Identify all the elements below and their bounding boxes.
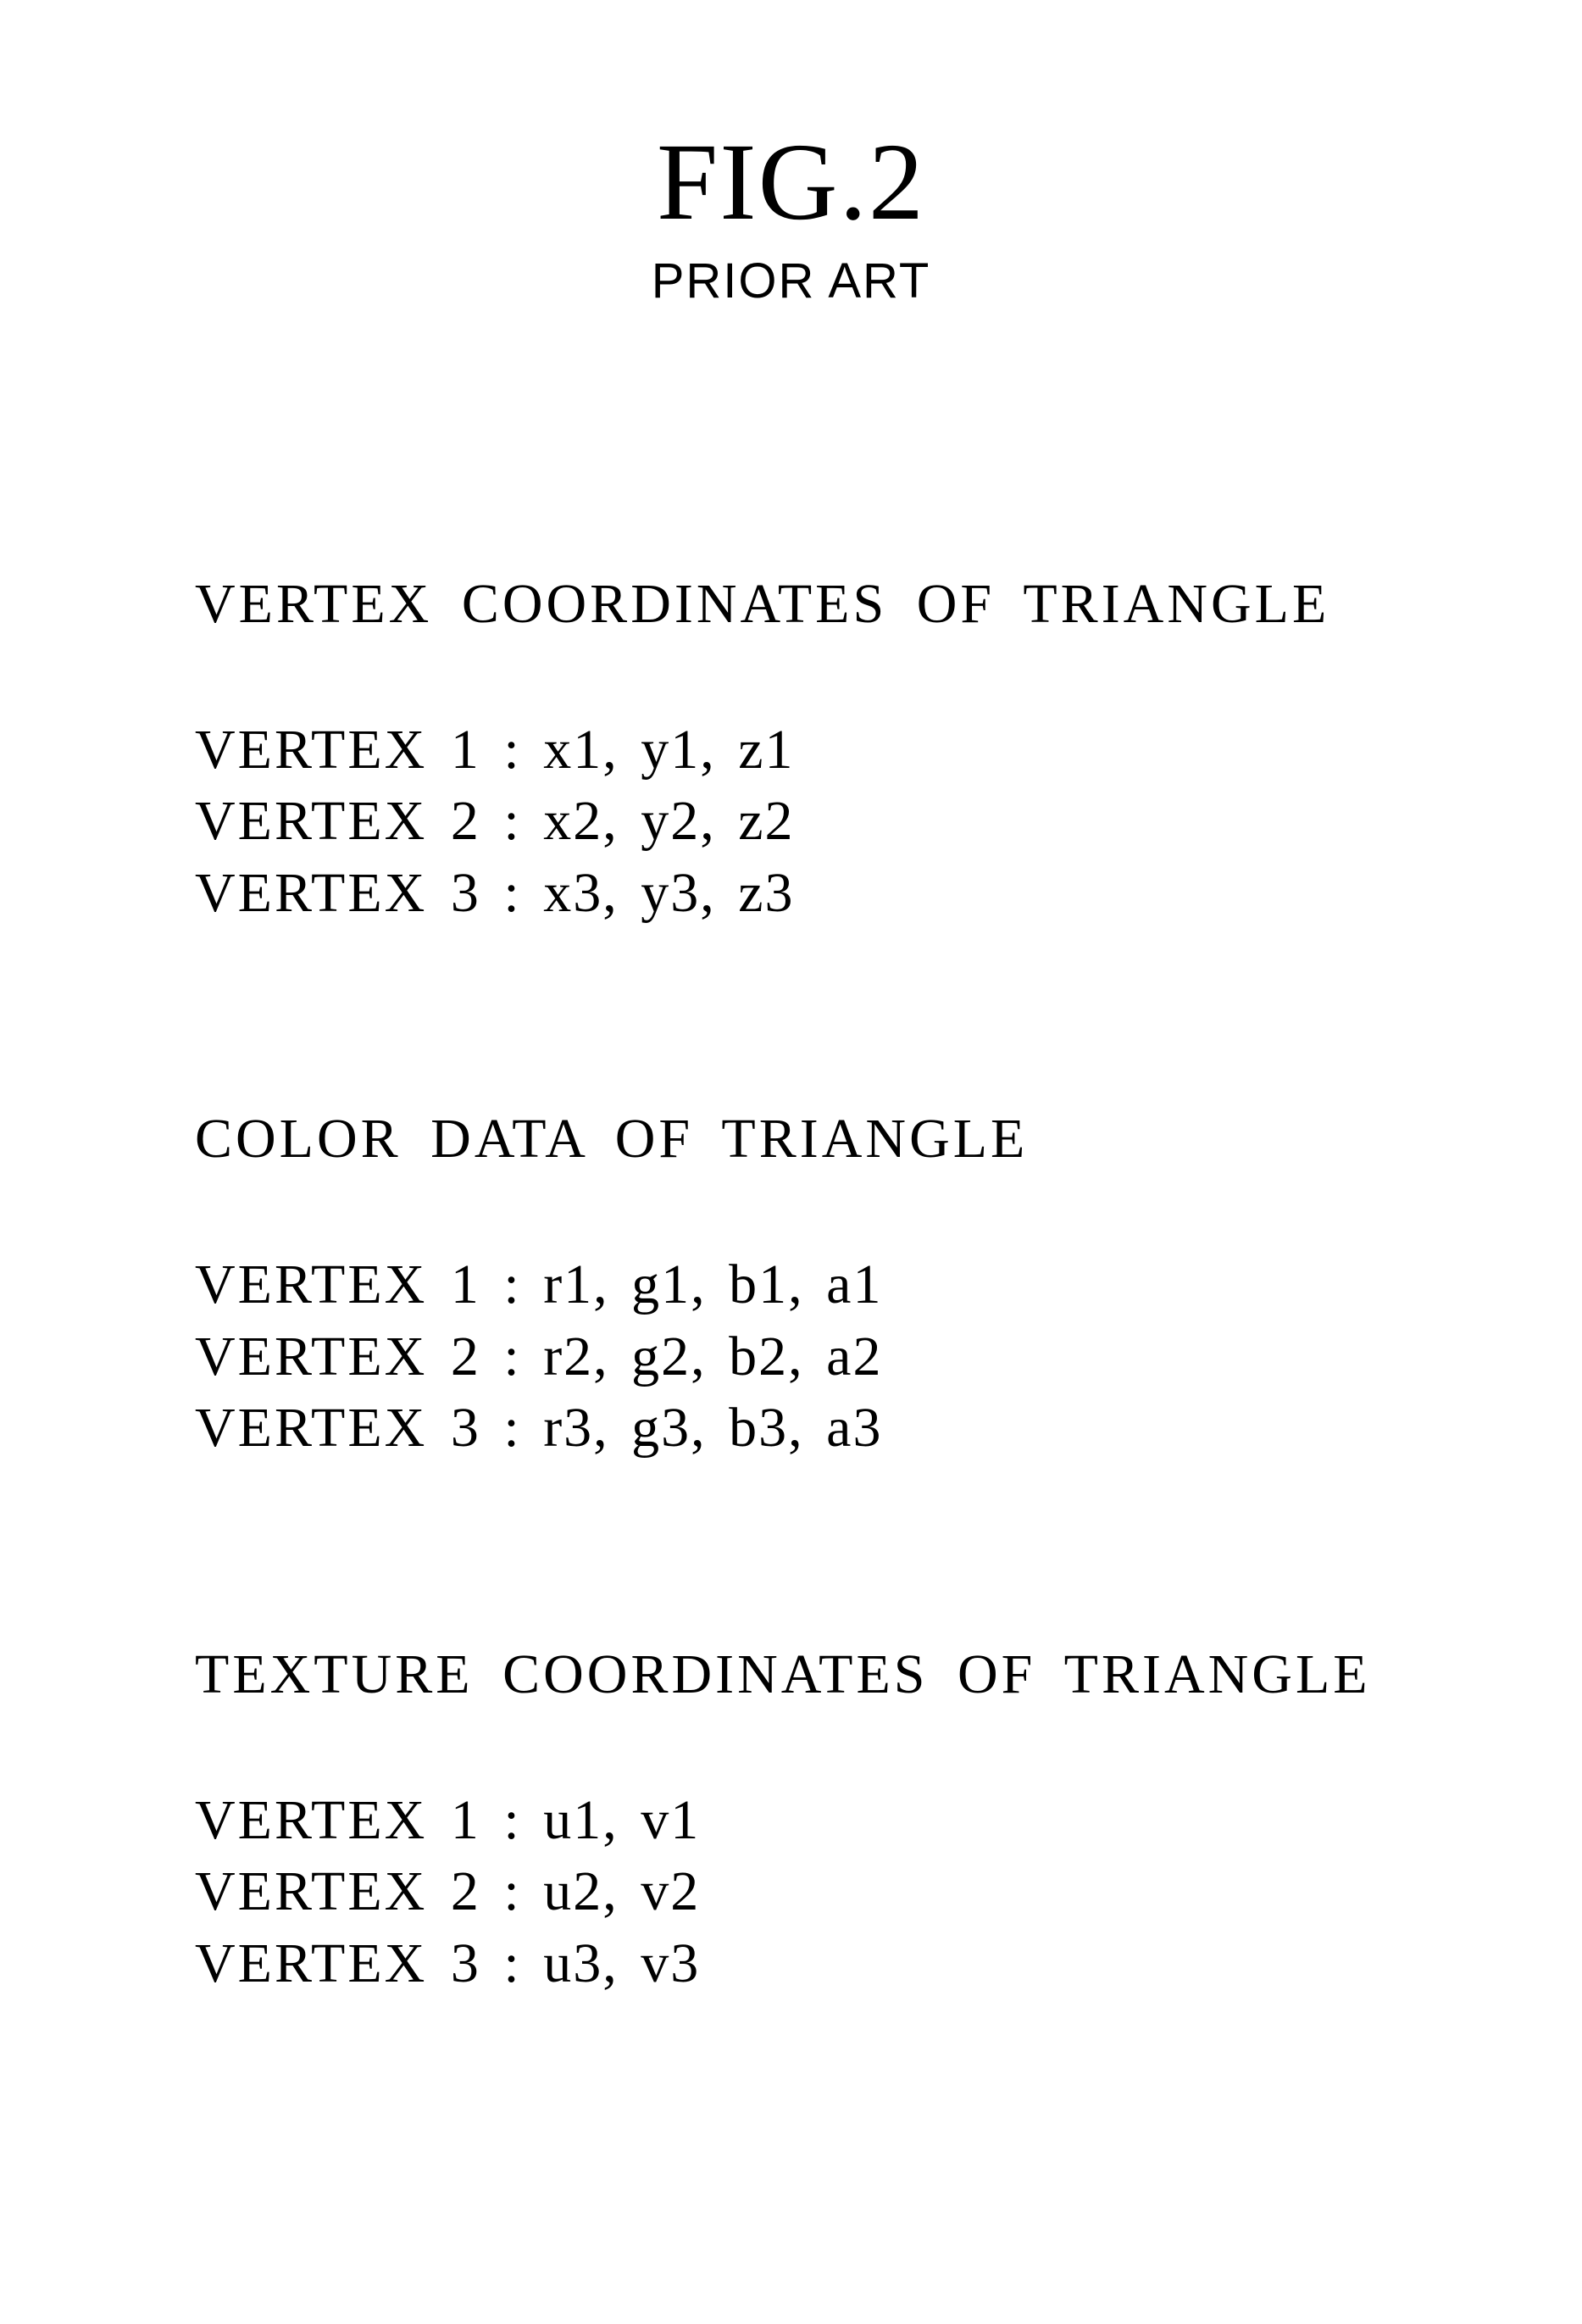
vertex-values: u2, v2 <box>543 1860 700 1922</box>
vertex-values: x3, y3, z3 <box>543 862 794 924</box>
vertex-row: VERTEX 3 : u3, v3 <box>195 1928 1413 1999</box>
vertex-label: VERTEX 2 <box>195 790 481 852</box>
vertex-separator: : <box>503 1860 543 1922</box>
vertex-separator: : <box>503 1397 543 1459</box>
vertex-label: VERTEX 3 <box>195 862 481 924</box>
vertex-label: VERTEX 1 <box>195 1254 481 1315</box>
vertex-row: VERTEX 1 : r1, g1, b1, a1 <box>195 1249 1413 1320</box>
vertex-separator: : <box>503 1326 543 1387</box>
vertex-separator: : <box>503 862 543 924</box>
section-color-data: COLOR DATA OF TRIANGLE VERTEX 1 : r1, g1… <box>195 1107 1413 1464</box>
vertex-row: VERTEX 2 : r2, g2, b2, a2 <box>195 1321 1413 1393</box>
vertex-label: VERTEX 3 <box>195 1397 481 1459</box>
vertex-values: r2, g2, b2, a2 <box>543 1326 882 1387</box>
section-title-coords: VERTEX COORDINATES OF TRIANGLE <box>195 572 1413 637</box>
vertex-separator: : <box>503 719 543 781</box>
vertex-separator: : <box>503 1932 543 1994</box>
vertex-label: VERTEX 2 <box>195 1860 481 1922</box>
vertex-row: VERTEX 1 : u1, v1 <box>195 1785 1413 1856</box>
vertex-separator: : <box>503 1789 543 1851</box>
vertex-label: VERTEX 3 <box>195 1932 481 1994</box>
section-title-color: COLOR DATA OF TRIANGLE <box>195 1107 1413 1171</box>
vertex-row: VERTEX 3 : x3, y3, z3 <box>195 858 1413 929</box>
vertex-values: u3, v3 <box>543 1932 700 1994</box>
vertex-row: VERTEX 3 : r3, g3, b3, a3 <box>195 1393 1413 1464</box>
vertex-row: VERTEX 2 : x2, y2, z2 <box>195 786 1413 857</box>
vertex-values: r1, g1, b1, a1 <box>543 1254 882 1315</box>
vertex-row: VERTEX 1 : x1, y1, z1 <box>195 714 1413 786</box>
vertex-values: r3, g3, b3, a3 <box>543 1397 882 1459</box>
vertex-values: u1, v1 <box>543 1789 700 1851</box>
vertex-label: VERTEX 2 <box>195 1326 481 1387</box>
section-texture-coordinates: TEXTURE COORDINATES OF TRIANGLE VERTEX 1… <box>195 1643 1413 1999</box>
section-vertex-coordinates: VERTEX COORDINATES OF TRIANGLE VERTEX 1 … <box>195 572 1413 929</box>
vertex-separator: : <box>503 1254 543 1315</box>
figure-header: FIG.2 PRIOR ART <box>169 119 1413 309</box>
figure-content: VERTEX COORDINATES OF TRIANGLE VERTEX 1 … <box>169 572 1413 1999</box>
vertex-row: VERTEX 2 : u2, v2 <box>195 1856 1413 1927</box>
vertex-label: VERTEX 1 <box>195 719 481 781</box>
vertex-values: x1, y1, z1 <box>543 719 794 781</box>
vertex-label: VERTEX 1 <box>195 1789 481 1851</box>
figure-title: FIG.2 <box>169 119 1413 246</box>
section-title-texture: TEXTURE COORDINATES OF TRIANGLE <box>195 1643 1413 1707</box>
vertex-separator: : <box>503 790 543 852</box>
vertex-values: x2, y2, z2 <box>543 790 794 852</box>
figure-subtitle: PRIOR ART <box>169 253 1413 309</box>
